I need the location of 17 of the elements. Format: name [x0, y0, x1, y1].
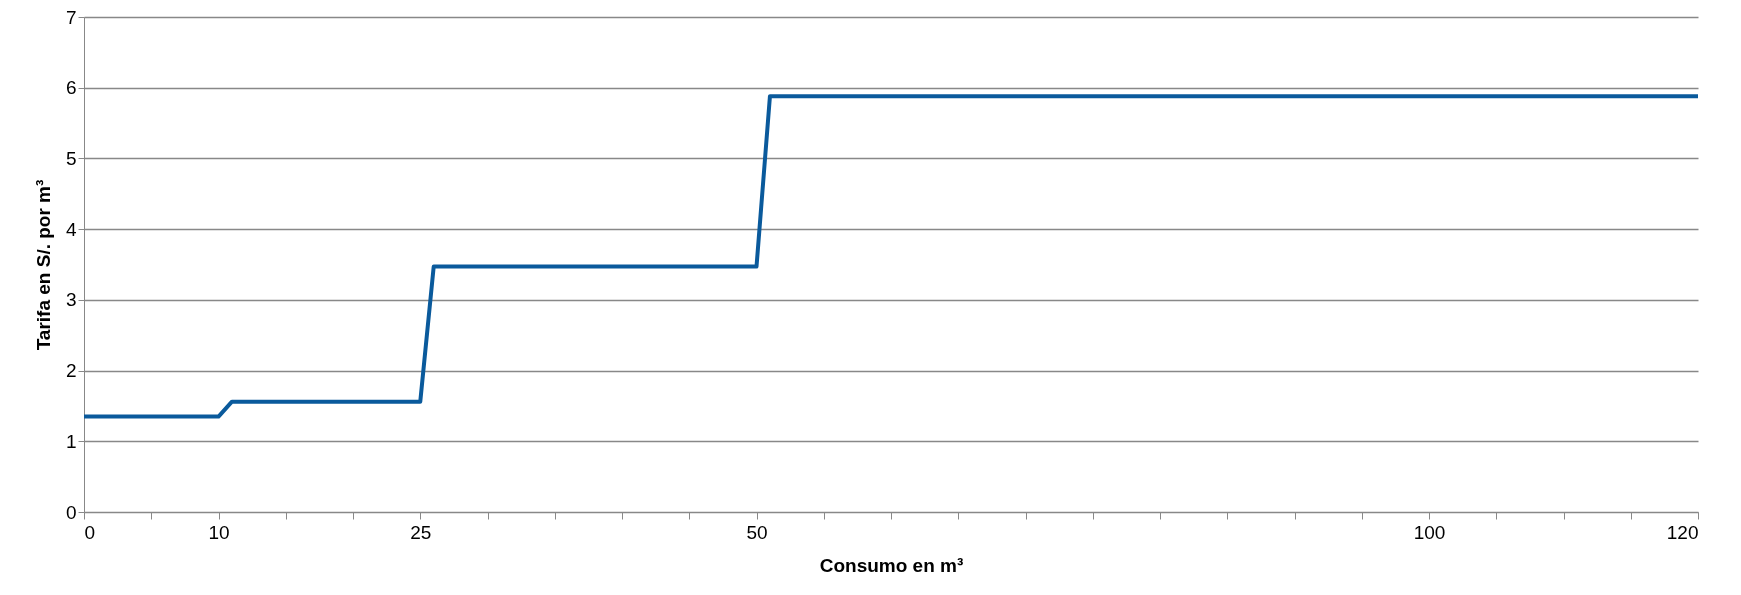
y-axis-title: Tarifa en S/. por m³: [32, 179, 54, 351]
y-tick-label: 4: [65, 218, 77, 240]
x-tick-label: 0: [84, 521, 96, 543]
x-tick-label: 10: [208, 521, 230, 543]
x-tick-label: 120: [1666, 521, 1699, 543]
x-axis-title: Consumo en m³: [819, 554, 964, 576]
y-tick-label: 5: [65, 147, 77, 169]
y-tick-label: 6: [65, 77, 77, 99]
y-tick-label: 1: [65, 430, 77, 452]
x-tick-label: 25: [410, 521, 432, 543]
x-tick-label: 50: [746, 521, 768, 543]
y-tick-label: 0: [65, 501, 77, 523]
line-series: [82, 94, 1700, 419]
y-tick-label: 7: [65, 6, 77, 28]
y-tick-label: 2: [65, 360, 77, 382]
y-tick-label: 3: [65, 289, 77, 311]
x-tick-label: 100: [1413, 521, 1446, 543]
